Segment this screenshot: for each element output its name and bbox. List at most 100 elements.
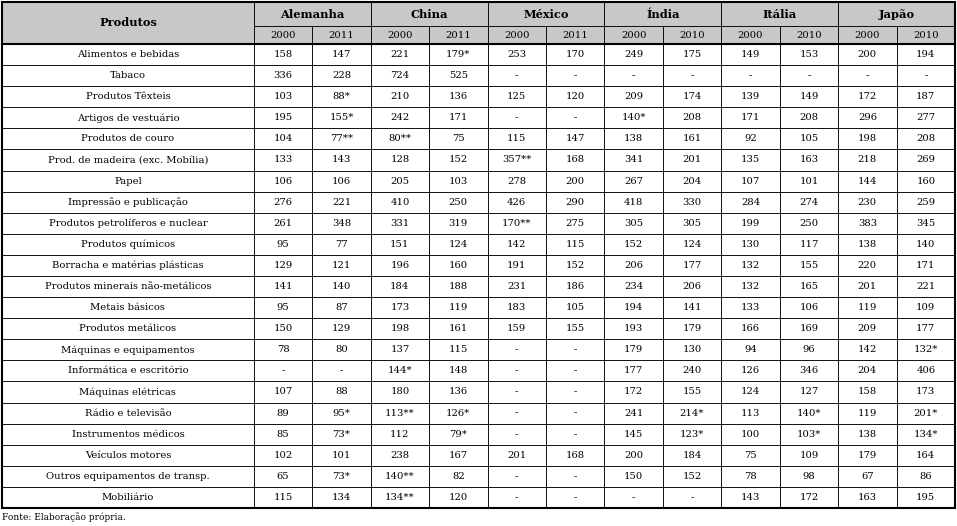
Bar (780, 191, 838, 213)
Text: 80**: 80** (389, 135, 412, 144)
Bar (545, 128, 605, 149)
Text: 103: 103 (274, 92, 293, 101)
Text: 168: 168 (566, 156, 585, 165)
Bar (722, 402, 780, 423)
Text: -: - (340, 367, 344, 376)
Bar (2, 402, 254, 423)
Text: 141: 141 (274, 282, 293, 291)
Bar (370, 107, 429, 128)
Text: 319: 319 (449, 219, 468, 228)
Bar (487, 297, 545, 318)
Text: 346: 346 (799, 367, 818, 376)
Bar (897, 423, 955, 444)
Bar (780, 149, 838, 170)
Bar (663, 297, 722, 318)
Bar (605, 86, 663, 107)
Text: Máquinas e equipamentos: Máquinas e equipamentos (61, 345, 194, 355)
Bar (2, 149, 254, 170)
Bar (487, 2, 605, 26)
Bar (487, 234, 545, 255)
Bar (722, 255, 780, 276)
Bar (487, 402, 545, 423)
Text: 173: 173 (916, 388, 935, 397)
Bar (545, 170, 605, 191)
Bar (897, 255, 955, 276)
Bar (545, 149, 605, 170)
Bar (722, 107, 780, 128)
Bar (780, 149, 838, 170)
Bar (2, 191, 254, 213)
Bar (254, 466, 312, 487)
Bar (370, 381, 429, 402)
Text: 218: 218 (857, 156, 877, 165)
Bar (897, 128, 955, 149)
Text: 149: 149 (799, 92, 818, 101)
Text: Instrumentos médicos: Instrumentos médicos (72, 430, 185, 439)
Bar (545, 213, 605, 234)
Bar (487, 191, 545, 213)
Text: 198: 198 (857, 135, 877, 144)
Text: 159: 159 (507, 324, 526, 333)
Text: 147: 147 (566, 135, 585, 144)
Bar (605, 318, 663, 339)
Bar (663, 276, 722, 297)
Bar (2, 170, 254, 191)
Bar (897, 26, 955, 44)
Text: 139: 139 (741, 92, 760, 101)
Bar (838, 402, 897, 423)
Text: 177: 177 (916, 324, 935, 333)
Bar (663, 213, 722, 234)
Bar (780, 276, 838, 297)
Bar (312, 213, 370, 234)
Bar (429, 191, 487, 213)
Bar (545, 191, 605, 213)
Bar (370, 402, 429, 423)
Bar (663, 213, 722, 234)
Bar (254, 466, 312, 487)
Text: 194: 194 (916, 50, 936, 59)
Text: 278: 278 (507, 177, 526, 186)
Bar (605, 128, 663, 149)
Bar (254, 44, 312, 65)
Text: 290: 290 (566, 198, 585, 207)
Text: 242: 242 (390, 113, 410, 123)
Bar (780, 466, 838, 487)
Text: 129: 129 (332, 324, 351, 333)
Bar (429, 381, 487, 402)
Text: 2000: 2000 (270, 31, 296, 39)
Bar (545, 26, 605, 44)
Bar (605, 128, 663, 149)
Bar (663, 128, 722, 149)
Text: -: - (573, 113, 577, 123)
Bar (780, 234, 838, 255)
Bar (722, 149, 780, 170)
Text: 113: 113 (741, 409, 760, 418)
Bar (2, 86, 254, 107)
Text: 172: 172 (624, 388, 643, 397)
Bar (897, 402, 955, 423)
Bar (605, 213, 663, 234)
Text: 357**: 357** (502, 156, 531, 165)
Text: 240: 240 (682, 367, 701, 376)
Bar (2, 381, 254, 402)
Bar (545, 107, 605, 128)
Bar (370, 26, 429, 44)
Bar (545, 65, 605, 86)
Text: 169: 169 (799, 324, 818, 333)
Bar (663, 487, 722, 508)
Bar (487, 360, 545, 381)
Bar (487, 339, 545, 360)
Bar (370, 2, 487, 26)
Bar (780, 276, 838, 297)
Text: 201: 201 (682, 156, 701, 165)
Bar (838, 128, 897, 149)
Bar (838, 149, 897, 170)
Text: 95: 95 (277, 303, 289, 312)
Bar (605, 423, 663, 444)
Bar (605, 381, 663, 402)
Bar (605, 107, 663, 128)
Bar (897, 423, 955, 444)
Text: 201: 201 (857, 282, 877, 291)
Bar (2, 381, 254, 402)
Text: 174: 174 (682, 92, 701, 101)
